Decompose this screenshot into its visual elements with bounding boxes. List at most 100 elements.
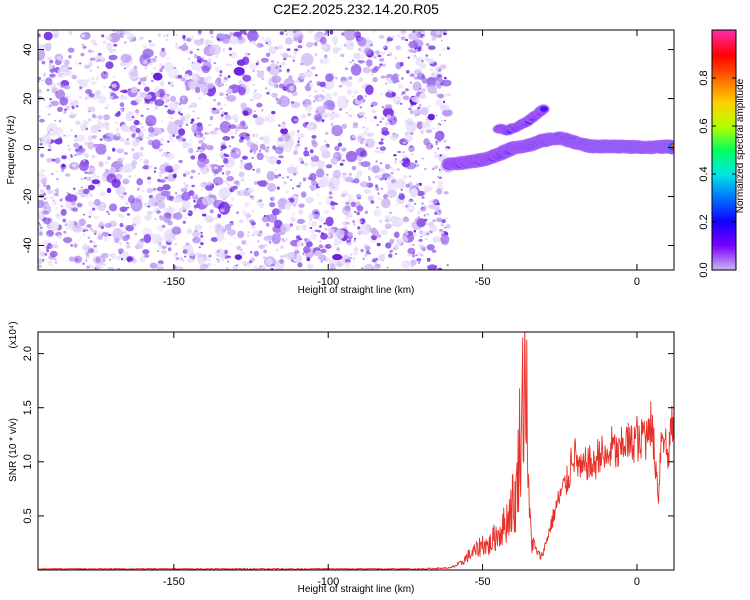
noise-blob — [224, 249, 228, 254]
colorbar-ticks: 0.00.20.40.60.8 — [698, 70, 736, 278]
noise-blob — [41, 177, 47, 185]
noise-blob — [347, 113, 352, 118]
noise-blob — [345, 216, 349, 221]
colorbar-segment — [712, 66, 736, 69]
noise-blob — [422, 36, 425, 39]
noise-blob — [143, 176, 146, 178]
noise-blob — [310, 161, 318, 168]
noise-blob — [209, 225, 212, 228]
noise-blob — [256, 102, 263, 108]
noise-blob — [327, 228, 335, 234]
noise-blob — [352, 242, 355, 244]
noise-blob — [373, 265, 379, 270]
noise-blob — [175, 171, 178, 174]
noise-blob — [271, 84, 274, 87]
colorbar-segment — [712, 52, 736, 55]
noise-blob — [87, 32, 90, 35]
noise-blob — [279, 31, 284, 36]
noise-blob — [119, 61, 126, 67]
noise-blob — [370, 200, 375, 204]
noise-blob — [200, 242, 204, 246]
noise-blob — [359, 220, 363, 224]
noise-blob — [305, 196, 315, 204]
noise-blob — [38, 154, 41, 156]
noise-blob — [333, 192, 336, 195]
noise-blob — [278, 173, 282, 177]
noise-blob — [325, 82, 329, 86]
noise-blob — [296, 218, 305, 224]
noise-blob — [289, 130, 296, 137]
noise-blob — [318, 244, 323, 249]
noise-blob — [264, 235, 272, 242]
noise-blob — [182, 207, 185, 210]
noise-blob — [83, 243, 88, 248]
noise-blob — [384, 123, 388, 126]
noise-blob — [207, 155, 210, 158]
noise-blob — [215, 158, 218, 162]
noise-blob — [388, 135, 392, 138]
noise-blob — [426, 142, 433, 150]
noise-blob — [175, 192, 178, 195]
noise-blob — [183, 73, 190, 78]
noise-blob — [50, 172, 54, 176]
noise-blob — [142, 59, 148, 65]
noise-blob — [88, 193, 94, 198]
noise-blob — [397, 150, 401, 154]
noise-blob — [200, 234, 204, 238]
noise-blob — [437, 237, 440, 240]
noise-blob — [271, 92, 278, 98]
noise-blob — [78, 79, 88, 88]
noise-blob — [95, 256, 101, 263]
noise-blob — [97, 231, 103, 236]
noise-blob — [296, 240, 303, 247]
noise-blob — [286, 48, 291, 51]
noise-blob — [280, 223, 291, 233]
noise-blob — [120, 257, 123, 261]
noise-blob — [315, 74, 318, 77]
noise-blob — [47, 243, 52, 246]
noise-blob — [198, 246, 201, 249]
noise-blob — [137, 88, 140, 92]
noise-blob — [364, 210, 368, 214]
noise-blob — [400, 93, 403, 97]
noise-blob — [249, 195, 253, 198]
colorbar-segment — [712, 76, 736, 79]
noise-blob — [310, 155, 320, 163]
noise-blob — [226, 94, 237, 102]
noise-blob — [276, 45, 283, 50]
noise-blob — [238, 138, 244, 143]
colorbar-segment — [712, 252, 736, 255]
noise-blob — [56, 82, 60, 86]
noise-blob — [397, 79, 400, 83]
noise-blob — [293, 149, 298, 156]
noise-blob — [378, 141, 384, 145]
noise-blob — [252, 168, 255, 171]
colorbar-tick-label: 0.2 — [698, 214, 710, 229]
noise-blob — [201, 208, 205, 211]
noise-blob — [390, 172, 394, 175]
noise-blob — [442, 227, 447, 231]
noise-blob — [278, 124, 281, 127]
noise-blob — [161, 84, 165, 88]
noise-blob — [84, 171, 88, 174]
noise-blob — [310, 230, 314, 234]
noise-blob — [429, 68, 433, 71]
noise-blob — [115, 185, 126, 196]
noise-blob — [423, 185, 433, 192]
colorbar-segment — [712, 58, 736, 61]
noise-blob — [401, 235, 407, 241]
colorbar-segment — [712, 168, 736, 171]
noise-blob — [167, 81, 171, 85]
heatmap-x-tick-label: -100 — [317, 276, 339, 288]
noise-blob — [147, 205, 151, 208]
noise-blob — [219, 70, 223, 74]
noise-blob — [416, 258, 422, 262]
noise-blob — [436, 83, 442, 89]
noise-blob — [200, 231, 203, 234]
noise-blob — [113, 43, 118, 47]
noise-blob — [244, 162, 253, 171]
noise-blob — [91, 81, 97, 86]
noise-blob — [102, 135, 108, 139]
noise-blob — [280, 124, 287, 129]
noise-blob — [39, 194, 44, 198]
